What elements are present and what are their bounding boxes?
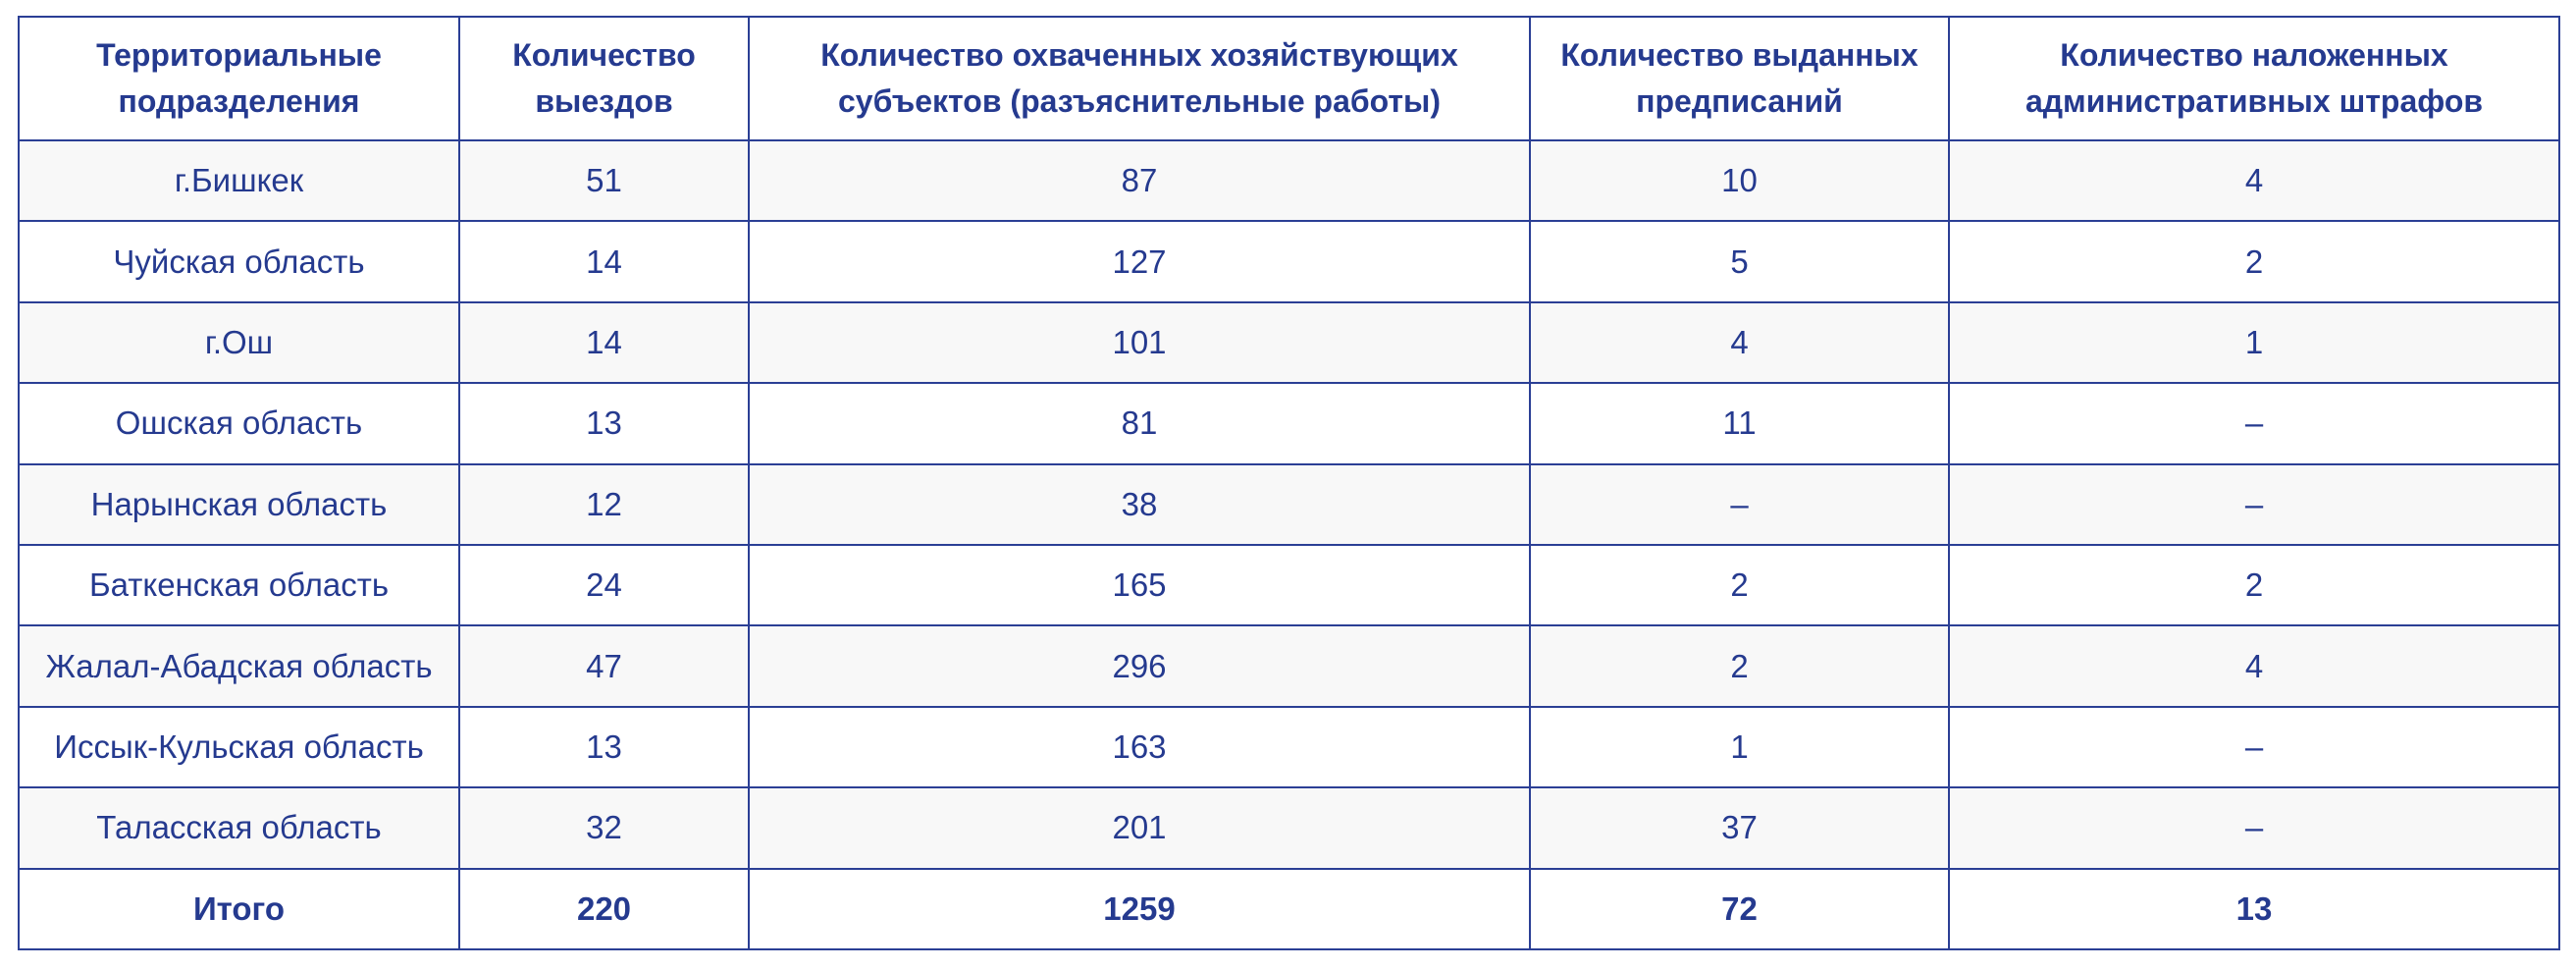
cell-region: Иссык-Кульская область <box>18 705 460 789</box>
cell-region: г.Бишкек <box>18 138 460 223</box>
cell-orders: – <box>1529 462 1950 546</box>
cell-visits: 51 <box>458 138 750 223</box>
table-row: г.Бишкек 51 87 10 4 <box>18 138 2560 223</box>
header-orders-issued: Количество выданных предписаний <box>1529 16 1950 141</box>
cell-entities: 81 <box>748 382 1531 465</box>
table-header: Территориальные подразделения Количество… <box>18 16 2560 141</box>
cell-entities: 127 <box>748 220 1531 303</box>
cell-fines: – <box>1948 382 2560 465</box>
cell-fines: 4 <box>1948 138 2560 223</box>
cell-entities: 296 <box>748 624 1531 708</box>
cell-region: Ошская область <box>18 382 460 465</box>
cell-entities: 38 <box>748 462 1531 546</box>
cell-fines: – <box>1948 786 2560 870</box>
cell-orders: 2 <box>1529 543 1950 627</box>
cell-visits: 14 <box>458 300 750 385</box>
cell-orders: 5 <box>1529 220 1950 303</box>
total-visits: 220 <box>458 867 750 951</box>
cell-fines: – <box>1948 462 2560 546</box>
cell-visits: 47 <box>458 624 750 708</box>
table-row: г.Ош 14 101 4 1 <box>18 300 2560 385</box>
cell-orders: 4 <box>1529 300 1950 385</box>
total-fines: 13 <box>1948 867 2560 951</box>
table-body: г.Бишкек 51 87 10 4 Чуйская область 14 1… <box>18 138 2560 951</box>
header-fines-imposed: Количество наложенных административных ш… <box>1948 16 2560 141</box>
cell-region: Чуйская область <box>18 220 460 303</box>
table-row: Баткенская область 24 165 2 2 <box>18 543 2560 627</box>
cell-fines: 2 <box>1948 543 2560 627</box>
cell-entities: 87 <box>748 138 1531 223</box>
header-visits-count: Количество выездов <box>458 16 750 141</box>
table-row: Ошская область 13 81 11 – <box>18 382 2560 465</box>
total-entities: 1259 <box>748 867 1531 951</box>
cell-entities: 165 <box>748 543 1531 627</box>
cell-fines: 4 <box>1948 624 2560 708</box>
cell-visits: 12 <box>458 462 750 546</box>
cell-entities: 201 <box>748 786 1531 870</box>
cell-fines: 2 <box>1948 220 2560 303</box>
header-row: Территориальные подразделения Количество… <box>18 16 2560 141</box>
cell-entities: 101 <box>748 300 1531 385</box>
cell-orders: 10 <box>1529 138 1950 223</box>
cell-orders: 11 <box>1529 382 1950 465</box>
cell-fines: 1 <box>1948 300 2560 385</box>
cell-region: Нарынская область <box>18 462 460 546</box>
cell-region: Баткенская область <box>18 543 460 627</box>
table-row: Чуйская область 14 127 5 2 <box>18 220 2560 303</box>
cell-visits: 24 <box>458 543 750 627</box>
cell-orders: 37 <box>1529 786 1950 870</box>
table-row: Таласская область 32 201 37 – <box>18 786 2560 870</box>
cell-visits: 32 <box>458 786 750 870</box>
table-row: Нарынская область 12 38 – – <box>18 462 2560 546</box>
total-label: Итого <box>18 867 460 951</box>
table-row: Иссык-Кульская область 13 163 1 – <box>18 705 2560 789</box>
inspection-summary-table: Территориальные подразделения Количество… <box>18 16 2560 951</box>
cell-orders: 1 <box>1529 705 1950 789</box>
cell-visits: 13 <box>458 382 750 465</box>
header-entities-covered: Количество охваченных хозяйствующих субъ… <box>748 16 1531 141</box>
table-row: Жалал-Абадская область 47 296 2 4 <box>18 624 2560 708</box>
total-orders: 72 <box>1529 867 1950 951</box>
cell-region: Жалал-Абадская область <box>18 624 460 708</box>
cell-entities: 163 <box>748 705 1531 789</box>
cell-region: Таласская область <box>18 786 460 870</box>
cell-orders: 2 <box>1529 624 1950 708</box>
cell-region: г.Ош <box>18 300 460 385</box>
header-territorial-units: Территориальные подразделения <box>18 16 460 141</box>
cell-fines: – <box>1948 705 2560 789</box>
total-row: Итого 220 1259 72 13 <box>18 867 2560 951</box>
cell-visits: 13 <box>458 705 750 789</box>
cell-visits: 14 <box>458 220 750 303</box>
